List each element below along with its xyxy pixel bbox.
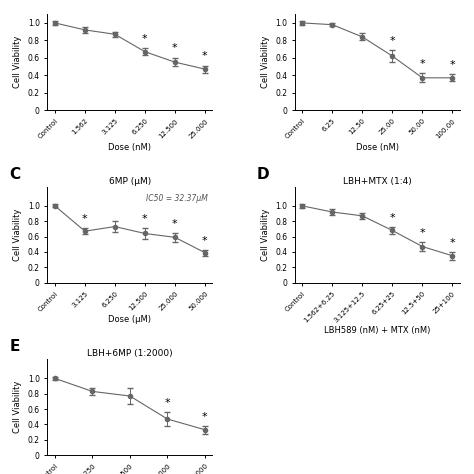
Text: *: * xyxy=(390,213,395,223)
Title: LBH+6MP (1:2000): LBH+6MP (1:2000) xyxy=(87,349,173,358)
Y-axis label: Cell Viability: Cell Viability xyxy=(261,209,270,261)
X-axis label: LBH589 (nM) + MTX (nM): LBH589 (nM) + MTX (nM) xyxy=(324,327,430,336)
Text: IC50 = 32.37μM: IC50 = 32.37μM xyxy=(146,194,208,203)
Text: *: * xyxy=(419,59,425,69)
Text: *: * xyxy=(172,219,178,229)
Text: *: * xyxy=(202,51,208,61)
Text: D: D xyxy=(257,167,270,182)
Text: E: E xyxy=(9,339,20,355)
Y-axis label: Cell Viability: Cell Viability xyxy=(13,209,22,261)
Text: C: C xyxy=(9,167,20,182)
X-axis label: Dose (μM): Dose (μM) xyxy=(109,315,151,324)
Title: 6MP (μM): 6MP (μM) xyxy=(109,177,151,186)
Y-axis label: Cell Viability: Cell Viability xyxy=(13,381,22,433)
Text: *: * xyxy=(142,34,148,44)
Y-axis label: Cell Viability: Cell Viability xyxy=(261,36,270,88)
Text: *: * xyxy=(164,398,170,408)
Text: *: * xyxy=(449,60,455,70)
Text: *: * xyxy=(390,36,395,46)
Title: LBH+MTX (1:4): LBH+MTX (1:4) xyxy=(343,177,412,186)
Text: *: * xyxy=(202,236,208,246)
Text: *: * xyxy=(172,44,178,54)
X-axis label: Dose (nM): Dose (nM) xyxy=(356,143,399,152)
Text: *: * xyxy=(449,238,455,248)
Text: *: * xyxy=(419,228,425,238)
Y-axis label: Cell Viability: Cell Viability xyxy=(13,36,22,88)
Text: *: * xyxy=(82,214,88,224)
X-axis label: Dose (nM): Dose (nM) xyxy=(109,143,151,152)
Text: *: * xyxy=(202,412,208,422)
Text: *: * xyxy=(142,214,148,224)
